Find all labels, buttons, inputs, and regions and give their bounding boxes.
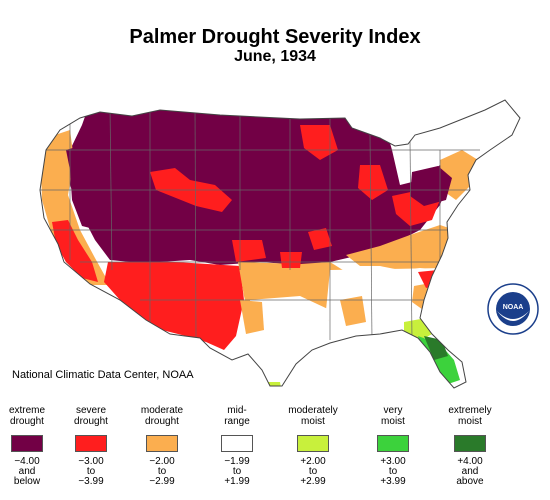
legend-swatch bbox=[11, 435, 43, 452]
severe-drought-southwest bbox=[104, 262, 244, 350]
severe-drought-california bbox=[52, 220, 98, 282]
legend-label: mid- range bbox=[224, 405, 250, 427]
severe-drought-plains-2 bbox=[232, 240, 266, 262]
moderate-drought-texas-patch bbox=[240, 300, 264, 334]
legend-item: mid- range −1.99 to +1.99 bbox=[198, 405, 276, 487]
severe-drought-plains-4 bbox=[308, 228, 332, 250]
legend-item: very moist +3.00 to +3.99 bbox=[354, 405, 432, 487]
extreme-drought-northeast bbox=[410, 166, 452, 206]
legend-label: moderate drought bbox=[140, 405, 184, 427]
extreme-drought-oregon bbox=[66, 140, 118, 230]
mid-range-texas bbox=[248, 296, 330, 386]
legend-label: moderately moist bbox=[288, 405, 338, 427]
legend-swatch bbox=[75, 435, 107, 452]
legend-label: extreme drought bbox=[8, 405, 46, 427]
legend-item: extreme drought −4.00 and below bbox=[0, 405, 66, 487]
legend-swatch bbox=[146, 435, 178, 452]
legend-range: −3.00 to −3.99 bbox=[78, 456, 104, 487]
legend-item: moderate drought −2.00 to −2.99 bbox=[123, 405, 201, 487]
moderate-drought-louisiana bbox=[340, 296, 366, 326]
legend-range: +3.00 to +3.99 bbox=[380, 456, 406, 487]
legend-label: severe drought bbox=[74, 405, 108, 427]
legend-item: moderately moist +2.00 to +2.99 bbox=[274, 405, 352, 487]
legend-swatch bbox=[221, 435, 253, 452]
legend-range: −1.99 to +1.99 bbox=[224, 456, 250, 487]
legend-range: +4.00 and above bbox=[456, 456, 484, 487]
noaa-logo-text: NOAA bbox=[503, 304, 524, 311]
state-borders bbox=[40, 107, 480, 341]
credit-text: National Climatic Data Center, NOAA bbox=[12, 369, 194, 381]
severe-drought-minnesota bbox=[300, 125, 338, 160]
very-moist-florida bbox=[418, 336, 460, 384]
moderate-drought-west-coast bbox=[40, 130, 110, 285]
moderate-drought-east bbox=[346, 225, 455, 270]
drought-map bbox=[39, 99, 521, 389]
legend-swatch bbox=[377, 435, 409, 452]
legend-item: severe drought −3.00 to −3.99 bbox=[52, 405, 130, 487]
legend-label: very moist bbox=[381, 405, 405, 427]
legend-swatch bbox=[454, 435, 486, 452]
moderate-drought-northeast bbox=[440, 150, 478, 200]
legend-item: extremely moist +4.00 and above bbox=[431, 405, 509, 487]
extreme-drought-region bbox=[70, 108, 450, 265]
map-title: Palmer Drought Severity Index bbox=[129, 26, 421, 48]
legend-range: −4.00 and below bbox=[13, 456, 41, 487]
severe-drought-plains-3 bbox=[280, 252, 302, 268]
legend-label: extremely moist bbox=[448, 405, 492, 427]
legend-swatch bbox=[297, 435, 329, 452]
legend-range: −2.00 to −2.99 bbox=[149, 456, 175, 487]
legend-range: +2.00 to +2.99 bbox=[300, 456, 326, 487]
noaa-seal-logo: NOAA bbox=[487, 283, 539, 335]
moderately-moist-south-texas bbox=[268, 382, 282, 388]
severe-drought-michigan bbox=[358, 165, 388, 200]
map-subtitle: June, 1934 bbox=[234, 48, 316, 65]
